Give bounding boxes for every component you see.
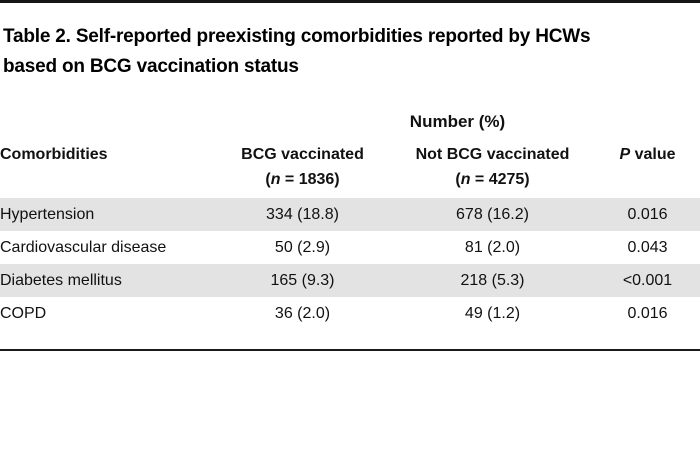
column-header-bcg-vaccinated: BCG vaccinated (n = 1836) xyxy=(215,140,390,198)
column-header-not-bcg-label: Not BCG vaccinated xyxy=(415,146,570,163)
column-header-row: Comorbidities BCG vaccinated (n = 1836) … xyxy=(0,140,700,198)
table-row-cardiovascular-disease: Cardiovascular disease 50 (2.9) 81 (2.0)… xyxy=(0,231,700,264)
column-header-bcg-label: BCG vaccinated xyxy=(241,146,364,163)
table-row-copd: COPD 36 (2.0) 49 (1.2) 0.016 xyxy=(0,297,700,330)
cell-bcg-vaccinated: 165 (9.3) xyxy=(270,271,335,289)
table-row-diabetes-mellitus: Diabetes mellitus 165 (9.3) 218 (5.3) <0… xyxy=(0,264,700,297)
row-label: COPD xyxy=(0,304,47,322)
cell-p-value: 0.043 xyxy=(627,238,668,256)
column-header-comorbidities: Comorbidities xyxy=(0,146,108,163)
cell-not-bcg-vaccinated: 81 (2.0) xyxy=(464,238,521,256)
spacer-cell xyxy=(0,104,215,140)
cell-not-bcg-vaccinated: 218 (5.3) xyxy=(460,271,525,289)
cell-not-bcg-vaccinated: 678 (16.2) xyxy=(456,205,529,223)
cell-p-value: 0.016 xyxy=(627,205,668,223)
spanning-header-number-pct: Number (%) xyxy=(409,112,506,131)
spanning-header-row: Number (%) xyxy=(0,104,700,140)
cell-p-value: 0.016 xyxy=(627,304,668,322)
table-top-rule xyxy=(0,0,700,3)
row-label: Diabetes mellitus xyxy=(0,271,122,289)
table-title: Table 2. Self-reported preexisting comor… xyxy=(3,22,697,82)
cell-bcg-vaccinated: 36 (2.0) xyxy=(274,304,331,322)
row-label: Hypertension xyxy=(0,205,95,223)
comorbidities-table: Number (%) Comorbidities BCG vaccinated … xyxy=(0,104,700,330)
italic-n: n xyxy=(270,171,281,188)
table-title-line1: Table 2. Self-reported preexisting comor… xyxy=(3,26,591,47)
column-header-p-value: P value xyxy=(619,146,676,163)
table-row-hypertension: Hypertension 334 (18.8) 678 (16.2) 0.016 xyxy=(0,198,700,231)
column-header-not-bcg-vaccinated: Not BCG vaccinated (n = 4275) xyxy=(390,140,595,198)
cell-bcg-vaccinated: 334 (18.8) xyxy=(266,205,339,223)
row-label: Cardiovascular disease xyxy=(0,238,167,256)
cell-bcg-vaccinated: 50 (2.9) xyxy=(274,238,331,256)
column-header-not-bcg-n: (n = 4275) xyxy=(455,171,530,188)
italic-n: n xyxy=(460,171,471,188)
column-header-bcg-n: (n = 1836) xyxy=(265,171,340,188)
cell-not-bcg-vaccinated: 49 (1.2) xyxy=(464,304,521,322)
italic-p: P xyxy=(619,146,631,163)
table-title-line2: based on BCG vaccination status xyxy=(3,56,299,77)
cell-p-value: <0.001 xyxy=(622,271,673,289)
table-bottom-rule xyxy=(0,349,700,351)
